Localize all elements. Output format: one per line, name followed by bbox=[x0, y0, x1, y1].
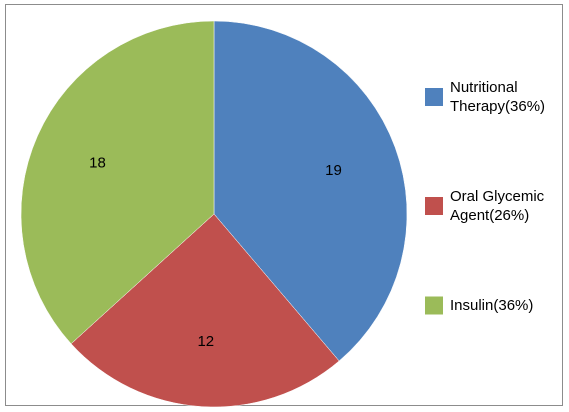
legend-label-1: Nutritional Therapy(36%) bbox=[450, 79, 545, 115]
data-labels: 19 12 18 bbox=[89, 154, 342, 350]
pie-slice-3 bbox=[20, 20, 215, 345]
data-label-2: 12 bbox=[197, 333, 214, 350]
legend-swatch-1 bbox=[425, 88, 443, 106]
legend-label-3: Insulin(36%) bbox=[450, 297, 533, 314]
legend-label-2: Oral Glycemic Agent(26%) bbox=[450, 188, 545, 224]
legend-swatch-3 bbox=[425, 296, 443, 315]
pie-slice-1 bbox=[213, 20, 408, 362]
data-label-3: 18 bbox=[89, 154, 106, 171]
legend-swatch-2 bbox=[425, 197, 443, 215]
pie-slice-2 bbox=[70, 213, 340, 408]
data-label-1: 19 bbox=[325, 162, 342, 179]
legend: Nutritional Therapy(36%) Oral Glycemic Agen… bbox=[425, 79, 545, 315]
pie-slices bbox=[20, 20, 408, 408]
